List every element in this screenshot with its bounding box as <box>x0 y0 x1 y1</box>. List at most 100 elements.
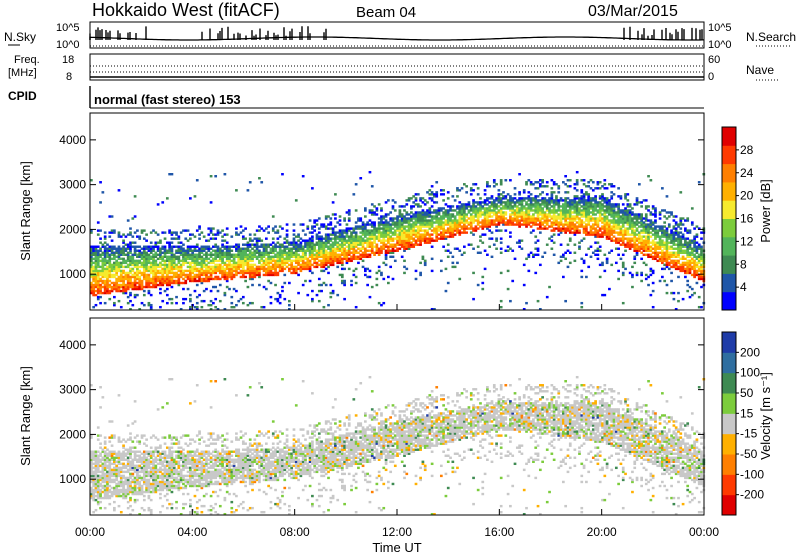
power-cell <box>113 295 116 299</box>
power-cell <box>566 197 570 200</box>
power-cell <box>92 289 95 293</box>
power-cell <box>205 265 208 269</box>
power-cell <box>608 229 611 232</box>
power-cell <box>610 263 614 267</box>
power-cell <box>492 181 496 184</box>
power-cell <box>414 243 418 246</box>
power-cell <box>168 269 171 273</box>
power-cell <box>308 261 312 265</box>
power-cell <box>145 247 148 250</box>
power-cell <box>449 251 452 254</box>
power-cell <box>149 267 153 271</box>
power-cell <box>433 211 436 214</box>
power-cell <box>439 219 443 222</box>
power-cell <box>688 267 692 271</box>
power-cell <box>352 251 356 254</box>
power-cell <box>92 285 95 289</box>
power-cell <box>476 219 480 222</box>
power-cell <box>467 209 471 212</box>
power-cell <box>398 223 402 226</box>
power-cell <box>661 239 664 242</box>
power-cell <box>175 281 178 285</box>
power-cell <box>591 189 595 192</box>
power-cell <box>156 263 160 267</box>
power-cell <box>260 245 264 248</box>
power-cell <box>557 207 561 210</box>
power-cell <box>509 201 512 204</box>
power-cell <box>235 273 238 277</box>
power-cell <box>140 263 144 267</box>
power-cell <box>322 257 326 261</box>
power-cell <box>322 255 326 259</box>
power-cell <box>490 215 494 218</box>
power-cell <box>502 215 505 218</box>
power-cell <box>347 259 351 263</box>
power-cell <box>552 201 556 204</box>
power-cell <box>596 201 600 204</box>
power-cell <box>221 243 224 246</box>
power-cell <box>481 207 485 210</box>
power-cell <box>248 181 252 184</box>
power-cell <box>681 257 685 261</box>
power-cell <box>387 239 390 242</box>
power-cell <box>276 265 280 269</box>
power-cell <box>149 263 153 267</box>
power-cell <box>594 253 597 256</box>
power-cell <box>679 249 683 252</box>
power-cell <box>437 211 441 214</box>
power-cell <box>241 255 245 259</box>
power-cell <box>525 215 528 218</box>
power-cell <box>631 211 634 214</box>
power-cell <box>538 231 542 234</box>
power-cell <box>486 185 489 188</box>
power-cell <box>587 205 591 208</box>
power-cell <box>453 229 457 232</box>
power-cell <box>142 251 146 254</box>
power-cell <box>578 241 581 244</box>
power-cell <box>110 239 114 242</box>
power-cell <box>329 227 333 230</box>
power-cell <box>170 277 174 281</box>
power-cell <box>504 205 508 208</box>
power-cell <box>430 245 434 248</box>
power-cell <box>543 201 547 204</box>
power-cell <box>430 225 434 228</box>
power-cell <box>96 229 100 232</box>
power-cell <box>218 283 222 287</box>
power-cell <box>334 233 337 236</box>
power-cell <box>193 265 197 269</box>
power-cell <box>511 223 515 226</box>
power-cell <box>140 279 144 283</box>
power-cell <box>258 237 261 240</box>
power-cell <box>90 259 93 263</box>
power-cell <box>483 209 487 212</box>
power-cell <box>617 209 620 212</box>
power-cell <box>435 211 439 214</box>
power-cell <box>184 275 188 279</box>
power-cell <box>564 207 568 210</box>
power-cell <box>262 285 266 289</box>
power-cell <box>163 261 167 265</box>
power-cell <box>513 219 517 222</box>
power-cell <box>133 273 137 277</box>
power-cell <box>532 209 535 212</box>
power-cell <box>115 259 119 263</box>
power-cell <box>495 215 498 218</box>
power-cell <box>113 275 116 279</box>
power-cell <box>550 201 554 204</box>
power-cell <box>308 253 312 256</box>
power-cell <box>654 231 657 234</box>
power-cell <box>193 245 197 248</box>
power-cell <box>311 249 314 252</box>
power-cell <box>345 235 349 238</box>
power-cell <box>585 219 588 222</box>
power-cell <box>368 249 372 252</box>
power-cell <box>564 183 568 186</box>
power-cell <box>361 237 365 240</box>
power-cell <box>644 249 648 252</box>
power-cell <box>522 219 526 222</box>
power-cell <box>165 241 169 244</box>
power-cell <box>407 233 411 236</box>
power-cell <box>446 235 450 238</box>
power-cell <box>525 203 528 206</box>
